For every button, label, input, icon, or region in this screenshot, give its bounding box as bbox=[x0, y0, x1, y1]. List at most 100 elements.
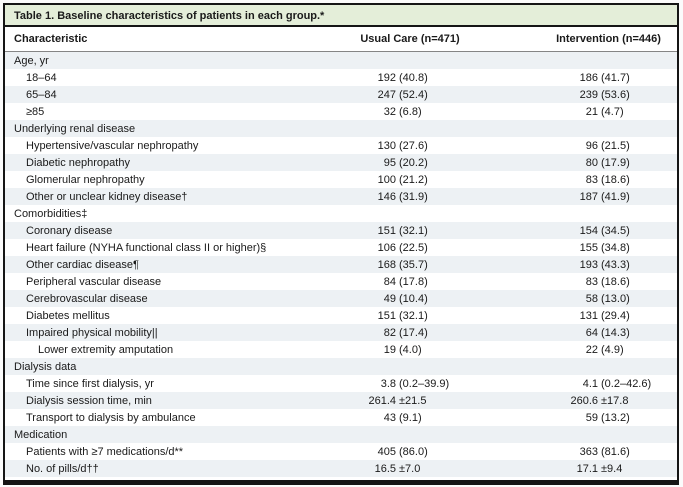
intervention-detail: (41.9) bbox=[601, 190, 630, 203]
usual-care-count: 192 bbox=[377, 71, 396, 84]
usual-care-cell: 261.4 ±21.5 bbox=[310, 395, 470, 407]
usual-care-cell: 192 (40.8) bbox=[310, 72, 470, 84]
intervention-count: 64 bbox=[585, 326, 598, 339]
intervention-cell: 4.1 (0.2–42.6) bbox=[470, 378, 677, 390]
characteristic-cell: No. of pills/d†† bbox=[26, 462, 99, 475]
usual-care-detail: (4.0) bbox=[399, 343, 422, 356]
characteristic-cell: Other cardiac disease¶ bbox=[26, 258, 139, 271]
table-row: Age, yr bbox=[5, 52, 677, 69]
table-row: Comorbidities‡ bbox=[5, 205, 677, 222]
usual-care-detail: (31.9) bbox=[399, 190, 428, 203]
intervention-detail: (17.9) bbox=[601, 156, 630, 169]
intervention-detail: (53.6) bbox=[601, 88, 630, 101]
intervention-detail: (4.9) bbox=[601, 343, 624, 356]
characteristic-cell: ≥85 bbox=[26, 105, 45, 118]
usual-care-detail: (6.8) bbox=[399, 105, 422, 118]
intervention-count: 58 bbox=[585, 292, 598, 305]
usual-care-cell: 151 (32.1) bbox=[310, 310, 470, 322]
usual-care-cell: 3.8 (0.2–39.9) bbox=[310, 378, 470, 390]
characteristic-cell: Comorbidities‡ bbox=[14, 207, 88, 220]
usual-care-detail: (52.4) bbox=[399, 88, 428, 101]
intervention-detail: (34.8) bbox=[601, 241, 630, 254]
intervention-count: 4.1 bbox=[582, 377, 598, 390]
usual-care-detail: (27.6) bbox=[399, 139, 428, 152]
characteristic-cell: Dialysis data bbox=[14, 360, 77, 373]
table-row: Peripheral vascular disease 84 (17.8) 83… bbox=[5, 273, 677, 290]
usual-care-count: 19 bbox=[383, 343, 396, 356]
usual-care-detail: ±21.5 bbox=[399, 394, 427, 407]
usual-care-detail: (20.2) bbox=[399, 156, 428, 169]
usual-care-count: 43 bbox=[383, 411, 396, 424]
table-row: Glomerular nephropathy 100 (21.2) 83 (18… bbox=[5, 171, 677, 188]
intervention-cell: 131 (29.4) bbox=[470, 310, 677, 322]
intervention-count: 187 bbox=[579, 190, 598, 203]
usual-care-count: 247 bbox=[377, 88, 396, 101]
table-row: No. of pills/d†† 16.5 ±7.0 17.1 ±9.4 bbox=[5, 460, 677, 477]
usual-care-cell: 19 (4.0) bbox=[310, 344, 470, 356]
table-row: Hypertensive/vascular nephropathy 130 (2… bbox=[5, 137, 677, 154]
table-row: Dialysis data bbox=[5, 358, 677, 375]
intervention-detail: ±17.8 bbox=[601, 394, 629, 407]
intervention-cell: 155 (34.8) bbox=[470, 242, 677, 254]
intervention-cell: 186 (41.7) bbox=[470, 72, 677, 84]
usual-care-cell: 100 (21.2) bbox=[310, 174, 470, 186]
characteristic-cell: Diabetic nephropathy bbox=[26, 156, 130, 169]
usual-care-count: 95 bbox=[383, 156, 396, 169]
usual-care-detail: (17.8) bbox=[399, 275, 428, 288]
intervention-count: 17.1 bbox=[576, 462, 598, 475]
usual-care-detail: (0.2–39.9) bbox=[399, 377, 450, 390]
usual-care-count: 151 bbox=[377, 224, 396, 237]
usual-care-cell: 49 (10.4) bbox=[310, 293, 470, 305]
usual-care-cell: 84 (17.8) bbox=[310, 276, 470, 288]
characteristic-cell: Other or unclear kidney disease† bbox=[26, 190, 188, 203]
intervention-count: 155 bbox=[579, 241, 598, 254]
intervention-detail: (18.6) bbox=[601, 275, 630, 288]
table-row: Diabetes mellitus 151 (32.1) 131 (29.4) bbox=[5, 307, 677, 324]
characteristic-cell: Medication bbox=[14, 428, 68, 441]
intervention-detail: (18.6) bbox=[601, 173, 630, 186]
usual-care-cell: 130 (27.6) bbox=[310, 140, 470, 152]
usual-care-cell: 43 (9.1) bbox=[310, 412, 470, 424]
intervention-count: 154 bbox=[579, 224, 598, 237]
table-row: Other cardiac disease¶ 168 (35.7) 193 (4… bbox=[5, 256, 677, 273]
intervention-count: 363 bbox=[579, 445, 598, 458]
characteristic-cell: Diabetes mellitus bbox=[26, 309, 110, 322]
usual-care-count: 151 bbox=[377, 309, 396, 322]
usual-care-count: 16.5 bbox=[374, 462, 396, 475]
intervention-cell: 83 (18.6) bbox=[470, 276, 677, 288]
usual-care-detail: (10.4) bbox=[399, 292, 428, 305]
intervention-count: 260.6 bbox=[570, 394, 598, 407]
usual-care-cell: 405 (86.0) bbox=[310, 446, 470, 458]
usual-care-detail: (32.1) bbox=[399, 309, 428, 322]
usual-care-detail: ±7.0 bbox=[399, 462, 421, 475]
intervention-detail: (41.7) bbox=[601, 71, 630, 84]
table-row: Patients with ≥7 medications/d** 405 (86… bbox=[5, 443, 677, 460]
intervention-detail: (43.3) bbox=[601, 258, 630, 271]
table-row: Cerebrovascular disease 49 (10.4) 58 (13… bbox=[5, 290, 677, 307]
usual-care-count: 405 bbox=[377, 445, 396, 458]
table-row: Transport to dialysis by ambulance 43 (9… bbox=[5, 409, 677, 426]
usual-care-cell: 151 (32.1) bbox=[310, 225, 470, 237]
table-row: 18–64 192 (40.8) 186 (41.7) bbox=[5, 69, 677, 86]
characteristic-cell: 65–84 bbox=[26, 88, 57, 101]
characteristic-cell: Transport to dialysis by ambulance bbox=[26, 411, 196, 424]
table-row: Medication bbox=[5, 426, 677, 443]
characteristic-cell: 18–64 bbox=[26, 71, 57, 84]
intervention-count: 186 bbox=[579, 71, 598, 84]
usual-care-count: 261.4 bbox=[368, 394, 396, 407]
header-usual-care: Usual Care (n=471) bbox=[360, 33, 460, 45]
intervention-detail: (29.4) bbox=[601, 309, 630, 322]
table-row: Heart failure (NYHA functional class II … bbox=[5, 239, 677, 256]
intervention-cell: 58 (13.0) bbox=[470, 293, 677, 305]
table-row: Time since first dialysis, yr 3.8 (0.2–3… bbox=[5, 375, 677, 392]
intervention-cell: 80 (17.9) bbox=[470, 157, 677, 169]
intervention-cell: 187 (41.9) bbox=[470, 191, 677, 203]
intervention-count: 83 bbox=[585, 275, 598, 288]
table-row: Coronary disease 151 (32.1) 154 (34.5) bbox=[5, 222, 677, 239]
usual-care-detail: (86.0) bbox=[399, 445, 428, 458]
usual-care-detail: (21.2) bbox=[399, 173, 428, 186]
table-header-row: Characteristic Usual Care (n=471) Interv… bbox=[5, 27, 677, 52]
intervention-cell: 154 (34.5) bbox=[470, 225, 677, 237]
table-row: Dialysis session time, min 261.4 ±21.5 2… bbox=[5, 392, 677, 409]
